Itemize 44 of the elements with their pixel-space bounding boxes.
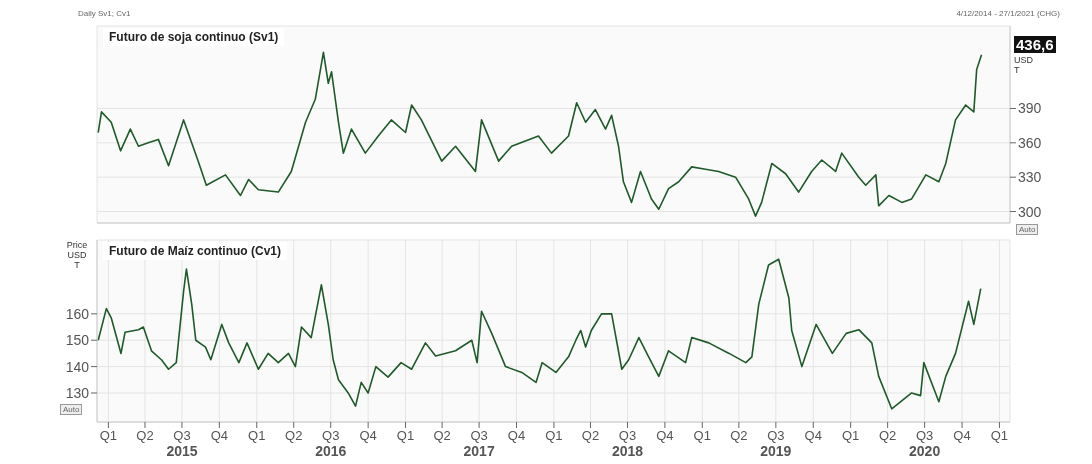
x-tick-label: Q2 — [581, 428, 600, 443]
y-tick-label: 300 — [1018, 203, 1042, 220]
x-tick-label: Q4 — [804, 428, 822, 443]
text: Auto — [1016, 224, 1039, 235]
x-tick-label: Q2 — [136, 428, 154, 443]
x-tick-label: Q3 2019 — [760, 428, 792, 459]
x-tick-label: Q1 — [248, 428, 266, 443]
y-tick-label: 160 — [65, 305, 90, 322]
text: Auto — [60, 404, 83, 415]
x-tick-label: Q3 2018 — [611, 428, 644, 459]
x-tick-label: Q4 — [656, 428, 674, 443]
x-tick-label: Q3 2020 — [909, 428, 941, 459]
x-tick-label: Q3 2017 — [463, 428, 495, 459]
text: 436,6 — [1014, 36, 1056, 53]
y-axis-title: USD T — [1014, 55, 1034, 75]
x-tick-label: Q2 — [878, 428, 897, 443]
x-tick-label: Q1 — [396, 428, 415, 443]
x-tick-label: Q4 — [359, 428, 377, 443]
x-tick-label: Q2 — [433, 428, 451, 443]
line-series — [97, 258, 982, 410]
text: 4/12/2014 - 27/1/2021 (CHG) — [956, 9, 1060, 18]
x-tick-label: Q1 — [545, 428, 563, 443]
x-tick-label: Q3 2015 — [166, 428, 198, 459]
x-tick-label: Q4 — [507, 428, 526, 443]
y-tick-label: 390 — [1018, 100, 1042, 117]
chart-title: Futuro de soja continuo (Sv1) — [103, 28, 285, 46]
x-tick-label: Q4 — [953, 428, 971, 443]
x-tick-label: Q4 — [210, 428, 229, 443]
line-series — [97, 51, 983, 217]
y-tick-label: 150 — [65, 332, 90, 349]
x-tick-label: Q1 — [841, 428, 860, 443]
y-tick-label: 130 — [65, 384, 90, 401]
chart-title: Futuro de Maíz continuo (Cv1) — [103, 242, 287, 260]
y-tick-label: 360 — [1018, 134, 1042, 151]
y-tick-label: 140 — [65, 358, 90, 375]
x-tick-label: Q1 — [99, 428, 118, 443]
text: Daily Sv1; Cv1 — [78, 9, 131, 18]
x-tick-label: Q2 — [285, 428, 303, 443]
x-tick-label: Q1 — [693, 428, 711, 443]
y-axis-title: Price USD T — [65, 240, 89, 270]
x-tick-label: Q1 — [990, 428, 1009, 443]
y-tick-label: 330 — [1018, 169, 1042, 186]
x-tick-label: Q2 — [730, 428, 748, 443]
x-tick-label: Q3 2016 — [315, 428, 347, 459]
